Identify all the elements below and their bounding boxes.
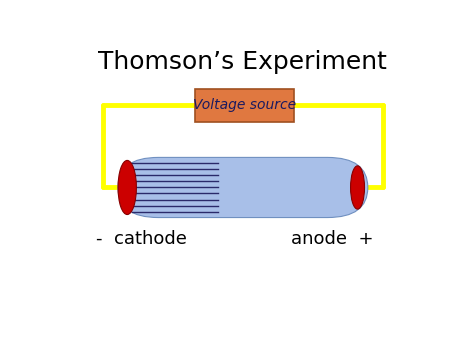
- Text: anode  +: anode +: [291, 230, 373, 248]
- Text: Thomson’s Experiment: Thomson’s Experiment: [99, 50, 387, 74]
- FancyBboxPatch shape: [195, 89, 294, 122]
- Ellipse shape: [118, 160, 137, 214]
- FancyBboxPatch shape: [118, 157, 368, 218]
- Text: Voltage source: Voltage source: [193, 98, 296, 113]
- Ellipse shape: [351, 166, 365, 209]
- Text: -  cathode: - cathode: [96, 230, 187, 248]
